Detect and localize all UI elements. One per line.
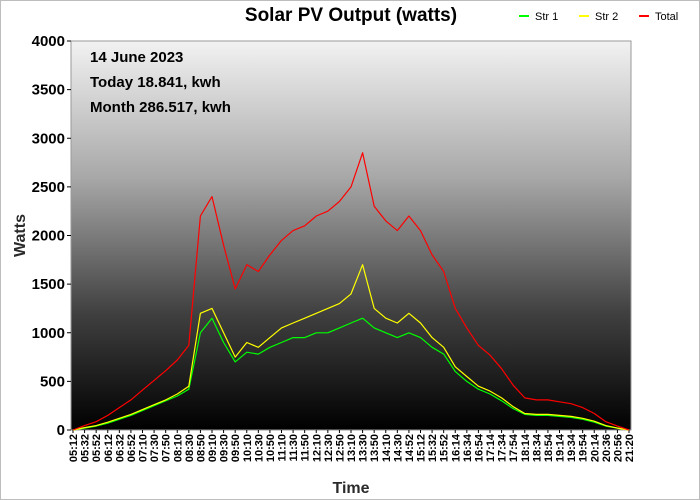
legend-label: Str 1 (535, 11, 558, 23)
x-tick-label: 15:12 (416, 434, 428, 462)
x-tick-label: 20:36 (601, 434, 613, 462)
x-tick-label: 13:30 (358, 434, 370, 462)
x-axis-label: Time (332, 480, 369, 497)
x-tick-label: 09:50 (230, 434, 242, 462)
x-tick-label: 21:20 (624, 434, 636, 462)
x-tick-label: 11:10 (277, 434, 289, 462)
series-line-str-2 (72, 264, 630, 431)
y-tick-label: 1000 (32, 325, 65, 342)
x-tick-label: 09:30 (219, 434, 231, 462)
x-tick-label: 15:32 (427, 434, 439, 462)
x-tick-label: 16:54 (473, 433, 485, 462)
series-line-total (72, 152, 630, 431)
x-tick-label: 08:30 (184, 434, 196, 462)
x-tick-label: 12:10 (311, 434, 323, 462)
x-tick-label: 07:30 (149, 434, 161, 462)
x-tick-label: 13:50 (369, 434, 381, 462)
annotation-line: Today 18.841, kwh (90, 74, 221, 91)
x-tick-label: 19:34 (566, 433, 578, 462)
legend-label: Str 2 (595, 11, 618, 23)
x-tick-label: 07:10 (138, 434, 150, 462)
x-tick-label: 16:14 (450, 433, 462, 462)
y-tick-label: 3000 (32, 130, 65, 147)
x-tick-label: 09:10 (207, 434, 219, 462)
y-tick-label: 0 (57, 422, 65, 439)
x-tick-label: 18:54 (543, 433, 555, 462)
x-tick-label: 06:32 (114, 434, 126, 462)
plot-area (70, 40, 632, 431)
x-tick-label: 10:50 (265, 434, 277, 462)
x-tick-label: 14:52 (404, 434, 416, 462)
y-axis: 0 500 1000 1500 2000 2500 3000 3500 4000 (32, 33, 71, 439)
series-lines (72, 152, 630, 431)
x-tick-label: 05:12 (68, 434, 80, 462)
x-tick-label: 10:10 (242, 434, 254, 462)
chart-title: Solar PV Output (watts) (245, 5, 457, 26)
legend-label: Total (655, 11, 678, 23)
y-axis-label: Watts (12, 214, 29, 257)
x-tick-label: 12:30 (323, 434, 335, 462)
x-tick-label: 20:56 (612, 434, 624, 462)
x-tick-label: 17:54 (508, 433, 520, 462)
annotations: 14 June 2023 Today 18.841, kwh Month 286.5… (90, 49, 231, 116)
x-tick-label: 18:14 (520, 433, 532, 462)
x-tick-label: 19:14 (555, 433, 567, 462)
x-tick-label: 17:34 (497, 433, 509, 462)
x-tick-label: 05:32 (80, 434, 92, 462)
x-tick-label: 11:50 (300, 434, 312, 462)
x-tick-label: 17:14 (485, 433, 497, 462)
x-tick-label: 12:50 (334, 434, 346, 462)
x-tick-label: 15:52 (439, 434, 451, 462)
legend: Str 1 Str 2 Total (519, 11, 678, 23)
y-tick-label: 2000 (32, 228, 65, 245)
x-tick-label: 20:14 (589, 433, 601, 462)
x-tick-label: 18:34 (531, 433, 543, 462)
x-tick-label: 14:10 (381, 434, 393, 462)
x-tick-label: 08:50 (195, 434, 207, 462)
y-tick-label: 3500 (32, 82, 65, 99)
x-tick-label: 06:52 (126, 434, 138, 462)
y-tick-label: 1500 (32, 276, 65, 293)
x-tick-label: 10:30 (253, 434, 265, 462)
y-tick-label: 2500 (32, 179, 65, 196)
x-tick-label: 14:30 (392, 434, 404, 462)
annotation-line: 14 June 2023 (90, 49, 183, 66)
x-tick-label: 19:54 (578, 433, 590, 462)
x-tick-label: 16:34 (462, 433, 474, 462)
series-line-str-1 (72, 317, 630, 431)
y-tick-label: 500 (40, 373, 65, 390)
x-tick-label: 13:10 (346, 434, 358, 462)
x-tick-label: 05:52 (91, 434, 103, 462)
x-tick-label: 06:12 (103, 434, 115, 462)
x-tick-label: 08:10 (172, 434, 184, 462)
x-tick-label: 11:30 (288, 434, 300, 462)
annotation-line: Month 286.517, kwh (90, 99, 231, 116)
x-axis: 05:12 05:32 05:52 06:12 06:32 06:52 07:10 07:30… (68, 430, 636, 462)
x-tick-label: 07:50 (161, 434, 173, 462)
y-tick-label: 4000 (32, 33, 65, 50)
